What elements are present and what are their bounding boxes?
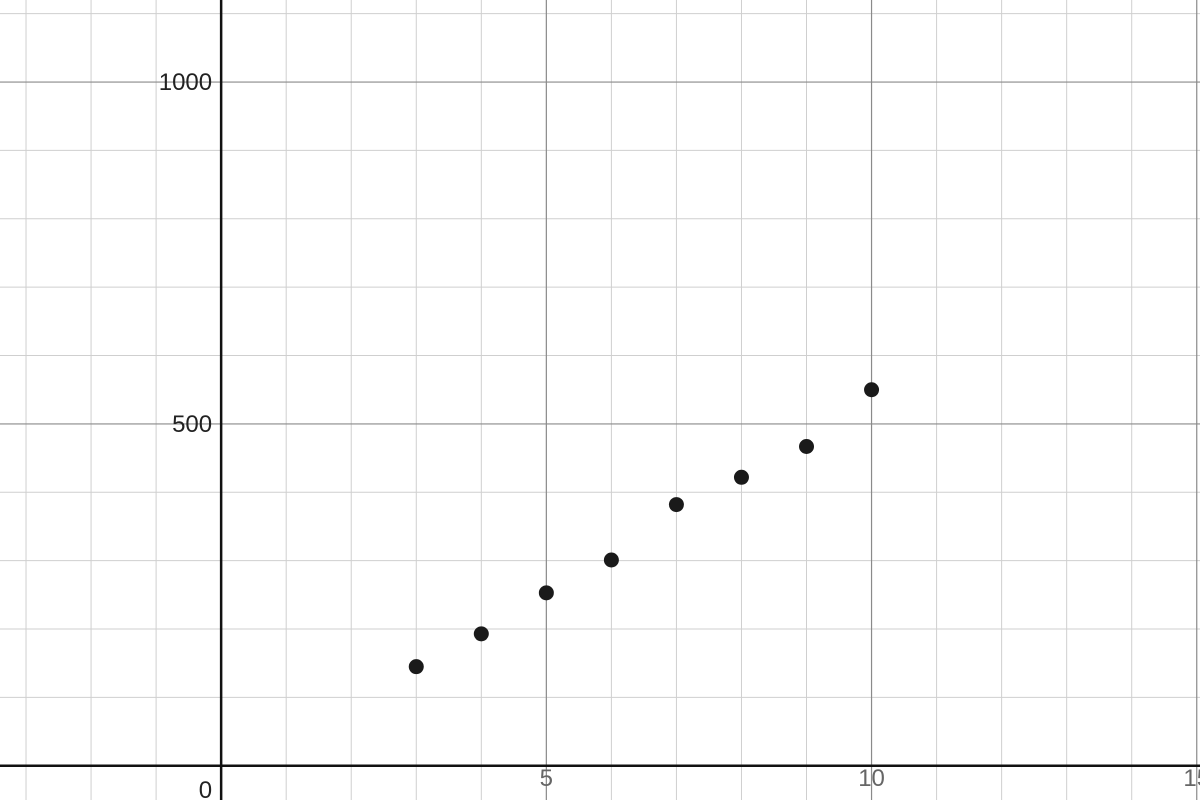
data-point [799,438,815,454]
x-tick-label: 15 [1183,765,1200,792]
data-point [668,497,684,513]
y-tick-label: 1000 [159,69,212,96]
data-point [603,552,619,568]
data-point [864,382,880,398]
x-tick-label: 10 [858,765,885,792]
tick-labels: 5 10 15 0 500 1000 [159,69,1200,800]
y-tick-label: 500 [172,411,212,438]
data-points [408,382,880,675]
data-point [733,469,749,485]
data-point [538,585,554,601]
data-point [408,659,424,675]
y-tick-label: 0 [199,777,212,800]
data-point [473,626,489,642]
x-tick-label: 5 [540,765,553,792]
